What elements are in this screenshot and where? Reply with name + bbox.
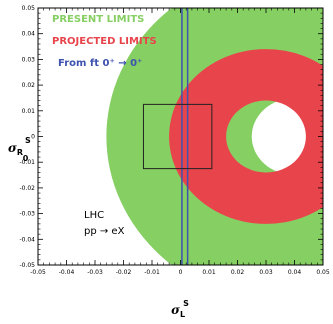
x-tick-label: 0.01 (202, 269, 216, 276)
y-axis-ticks: -0.05 -0.04 -0.03 -0.02 -0.01 0 0.01 0.02 0.03 0.… (19, 5, 323, 269)
y-tick-label: -0.04 (19, 236, 35, 243)
legend-ft-label: From ft 0⁺ → 0⁺ (58, 58, 142, 69)
legend-projected-label: PROJECTED LIMITS (52, 36, 157, 47)
y-tick-label: -0.03 (19, 211, 35, 218)
annotation-lhc: LHC (84, 210, 104, 221)
y-tick-label: -0.02 (19, 185, 35, 192)
x-tick-label: -0.01 (144, 269, 160, 276)
x-tick-label: -0.04 (59, 269, 75, 276)
annotation-process: pp → eX (84, 226, 125, 237)
y-tick-label: 0.04 (22, 31, 36, 38)
y-tick-label: 0 (31, 134, 35, 141)
ft-band-left-line (181, 8, 183, 265)
ft-band-right-line (186, 8, 189, 265)
plot-area (106, 8, 323, 265)
y-tick-label: 0.03 (22, 56, 36, 63)
y-tick-label: 0.01 (22, 108, 36, 115)
y-tick-label: 0.02 (22, 82, 36, 89)
x-tick-label: -0.05 (30, 269, 46, 276)
x-tick-label: 0.04 (288, 269, 302, 276)
x-axis-ticks: -0.05 -0.04 -0.03 -0.02 -0.01 0 0.01 0.02 0.03 0.… (30, 8, 330, 276)
y-tick-label: 0.05 (22, 5, 36, 12)
x-tick-label: -0.02 (116, 269, 132, 276)
x-tick-label: -0.03 (87, 269, 103, 276)
y-axis-title: σRS 0 (8, 136, 31, 163)
x-tick-label: 0.05 (316, 269, 330, 276)
x-tick-label: 0.03 (259, 269, 273, 276)
x-axis-title: σLS (171, 299, 189, 319)
projected-limits-region (169, 49, 323, 224)
y-tick-label: -0.05 (19, 262, 35, 269)
zoom-box (142, 103, 213, 170)
x-tick-label: 0.02 (231, 269, 245, 276)
x-tick-label: 0 (179, 269, 183, 276)
y-tick-label: -0.01 (19, 159, 35, 166)
legend-present-label: PRESENT LIMITS (52, 14, 144, 25)
